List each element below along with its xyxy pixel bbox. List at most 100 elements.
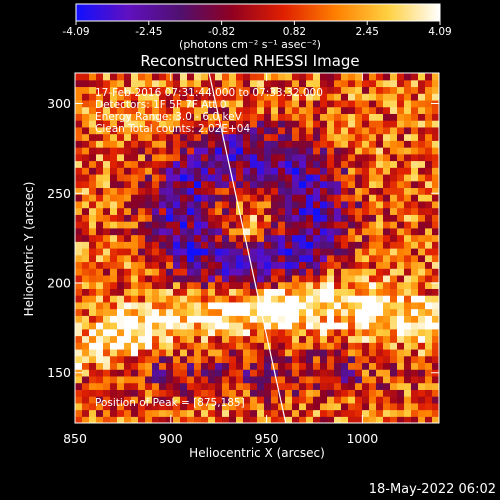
heatmap-cell: [383, 248, 391, 256]
heatmap-cell: [229, 402, 237, 411]
heatmap-cell: [180, 187, 188, 195]
heatmap-cell: [194, 416, 202, 423]
heatmap-cell: [425, 402, 433, 411]
heatmap-cell: [320, 315, 328, 323]
heatmap-cell: [327, 375, 335, 384]
heatmap-cell: [362, 355, 370, 364]
heatmap-cell: [362, 248, 370, 256]
heatmap-cell: [341, 248, 349, 256]
heatmap-cell: [103, 409, 111, 417]
heatmap-cell: [390, 194, 398, 202]
heatmap-cell: [432, 335, 439, 343]
heatmap-cell: [103, 416, 111, 423]
heatmap-cell: [131, 241, 139, 249]
heatmap-cell: [194, 160, 202, 168]
heatmap-cell: [180, 180, 188, 189]
heatmap-cell: [334, 147, 342, 155]
heatmap-cell: [341, 301, 349, 310]
heatmap-cell: [418, 248, 426, 256]
heatmap-cell: [180, 207, 188, 215]
heatmap-cell: [89, 409, 97, 417]
heatmap-cell: [320, 93, 328, 101]
heatmap-cell: [124, 254, 132, 263]
heatmap-cell: [299, 409, 307, 417]
heatmap-cell: [369, 261, 377, 269]
heatmap-cell: [222, 315, 230, 323]
heatmap-cell: [299, 93, 307, 101]
heatmap-cell: [348, 308, 356, 316]
heatmap-cell: [236, 86, 244, 94]
heatmap-cell: [180, 268, 188, 276]
heatmap-cell: [201, 241, 209, 249]
heatmap-cell: [369, 93, 377, 101]
heatmap-cell: [187, 355, 195, 364]
heatmap-cell: [320, 140, 328, 148]
heatmap-cell: [82, 86, 90, 94]
heatmap-cell: [201, 274, 209, 283]
heatmap-cell: [397, 369, 405, 377]
heatmap-cell: [201, 409, 209, 417]
heatmap-cell: [173, 133, 181, 141]
heatmap-cell: [285, 113, 293, 121]
heatmap-cell: [201, 315, 209, 323]
heatmap-cell: [292, 389, 300, 397]
heatmap-cell: [243, 369, 251, 377]
heatmap-cell: [124, 113, 132, 121]
heatmap-cell: [292, 342, 300, 350]
heatmap-cell: [432, 288, 439, 296]
heatmap-cell: [348, 160, 356, 168]
heatmap-cell: [390, 147, 398, 155]
heatmap-cell: [152, 241, 160, 249]
heatmap-cell: [194, 207, 202, 215]
heatmap-cell: [411, 140, 419, 148]
heatmap-cell: [145, 207, 153, 215]
heatmap-cell: [173, 328, 181, 337]
heatmap-cell: [355, 335, 363, 343]
heatmap-cell: [243, 362, 251, 370]
heatmap-cell: [96, 288, 104, 296]
heatmap-cell: [124, 295, 132, 303]
heatmap-cell: [390, 375, 398, 384]
heatmap-cell: [131, 261, 139, 269]
heatmap-cell: [201, 93, 209, 101]
heatmap-cell: [117, 308, 125, 316]
heatmap-cell: [320, 308, 328, 316]
heatmap-cell: [124, 106, 132, 114]
heatmap-cell: [397, 93, 405, 101]
heatmap-cell: [250, 207, 258, 215]
heatmap-cell: [313, 140, 321, 148]
heatmap-cell: [369, 187, 377, 195]
heatmap-cell: [236, 241, 244, 249]
heatmap-cell: [320, 113, 328, 121]
heatmap-cell: [362, 73, 370, 81]
heatmap-cell: [138, 261, 146, 269]
heatmap-cell: [236, 375, 244, 384]
heatmap-cell: [96, 402, 104, 411]
heatmap-cell: [376, 180, 384, 189]
heatmap-cell: [320, 79, 328, 88]
heatmap-cell: [159, 194, 167, 202]
heatmap-cell: [89, 79, 97, 88]
heatmap-cell: [383, 234, 391, 242]
heatmap-cell: [215, 173, 223, 182]
heatmap-cell: [418, 133, 426, 141]
heatmap-cell: [229, 173, 237, 182]
heatmap-cell: [306, 180, 314, 189]
heatmap-cell: [96, 382, 104, 390]
heatmap-cell: [278, 254, 286, 263]
heatmap-cell: [117, 180, 125, 189]
heatmap-cell: [285, 301, 293, 310]
heatmap-cell: [355, 348, 363, 357]
heatmap-cell: [110, 274, 118, 283]
heatmap-cell: [173, 126, 181, 135]
heatmap-cell: [397, 261, 405, 269]
heatmap-cell: [306, 207, 314, 215]
heatmap-cell: [201, 416, 209, 423]
heatmap-cell: [236, 402, 244, 411]
heatmap-cell: [201, 281, 209, 289]
heatmap-cell: [327, 234, 335, 242]
heatmap-cell: [138, 288, 146, 296]
heatmap-cell: [404, 106, 412, 114]
heatmap-cell: [229, 241, 237, 249]
heatmap-cell: [194, 274, 202, 283]
